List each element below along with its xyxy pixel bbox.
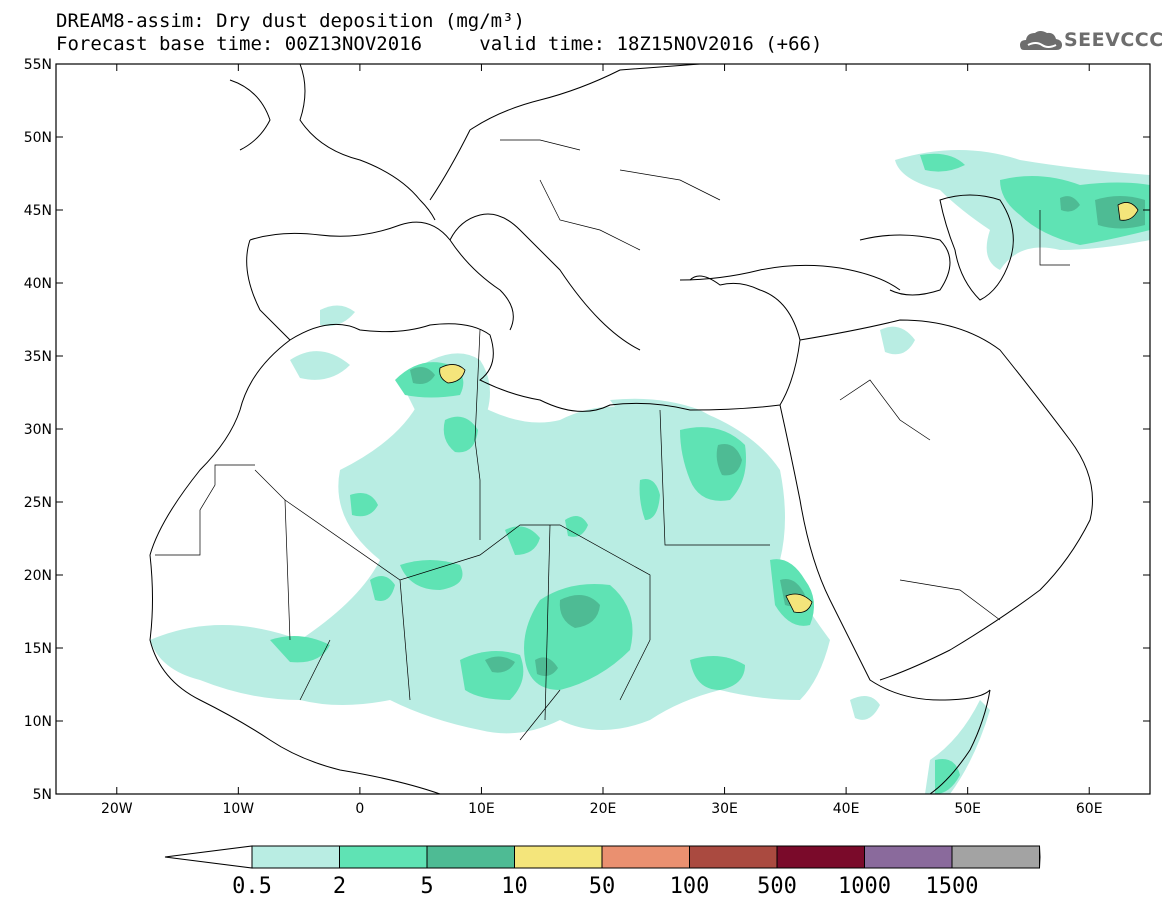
colorbar-label: 10 [501, 874, 528, 899]
colorbar-swatch [339, 845, 428, 869]
lat-tick-label: 10N [24, 714, 52, 730]
lat-tick-label: 50N [24, 130, 52, 146]
coastlines [149, 64, 1093, 794]
colorbar-label: 5 [420, 874, 433, 899]
lon-tick-label: 40E [833, 801, 860, 817]
colorbar-swatch [251, 845, 340, 869]
logo-text: SEEVCCC [1064, 29, 1164, 51]
lat-tick-label: 30N [24, 422, 52, 438]
lat-tick-label: 5N [33, 787, 52, 803]
colorbar-low-arrow [164, 845, 253, 869]
colorbar-label: 1500 [926, 874, 979, 899]
colorbar-swatch [601, 845, 690, 869]
colorbar-swatch [951, 845, 1040, 869]
lon-tick-label: 20W [101, 801, 133, 817]
seevccc-logo: SEEVCCC [1018, 26, 1163, 60]
lon-tick-label: 30E [711, 801, 738, 817]
country-borders [155, 139, 1070, 741]
lat-tick-label: 45N [24, 203, 52, 219]
forecast-times: Forecast base time: 00Z13NOV2016 valid t… [56, 33, 822, 55]
lat-tick-label: 25N [24, 495, 52, 511]
axis-ticks [56, 63, 1150, 795]
colorbar [164, 845, 1041, 869]
cloud-icon [1020, 31, 1062, 50]
colorbar-labels: 0.5 2 5 10 50 100 500 1000 1500 [232, 874, 978, 899]
colorbar-label: 50 [589, 874, 616, 899]
colorbar-swatch [426, 845, 515, 869]
colorbar-label: 500 [757, 874, 797, 899]
latitude-labels: 55N 50N 45N 40N 35N 30N 25N 20N 15N 10N 5N [24, 57, 52, 803]
lat-tick-label: 55N [24, 57, 52, 73]
colorbar-high-arrow [1039, 845, 1041, 869]
colorbar-swatch [864, 845, 953, 869]
colorbar-label: 0.5 [232, 874, 272, 899]
lon-tick-label: 20E [590, 801, 617, 817]
deposition-level-10 [439, 202, 1139, 613]
colorbar-label: 1000 [838, 874, 891, 899]
map-title: DREAM8-assim: Dry dust deposition (mg/m³… [56, 10, 525, 32]
longitude-labels: 20W 10W 0 10E 20E 30E 40E 50E 60E [101, 801, 1103, 817]
lat-tick-label: 15N [24, 641, 52, 657]
base-time: Forecast base time: 00Z13NOV2016 [56, 33, 423, 55]
valid-time: valid time: 18Z15NOV2016 (+66) [479, 33, 823, 55]
lat-tick-label: 40N [24, 276, 52, 292]
lat-tick-label: 35N [24, 349, 52, 365]
lon-tick-label: 10E [468, 801, 495, 817]
map-area [56, 64, 1150, 794]
colorbar-swatch [514, 845, 603, 869]
lon-tick-label: 60E [1076, 801, 1103, 817]
colorbar-label: 2 [333, 874, 346, 899]
lon-tick-label: 10W [222, 801, 254, 817]
lat-tick-label: 20N [24, 568, 52, 584]
colorbar-label: 100 [670, 874, 710, 899]
lon-tick-label: 50E [954, 801, 981, 817]
lon-tick-label: 0 [355, 801, 364, 817]
colorbar-swatch [689, 845, 778, 869]
colorbar-swatch [776, 845, 865, 869]
